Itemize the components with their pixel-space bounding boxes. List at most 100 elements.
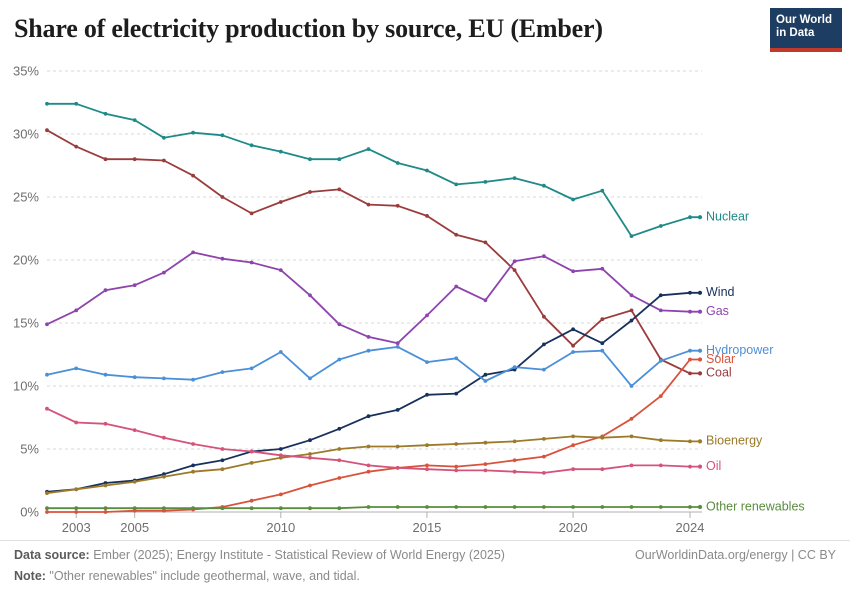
- data-point-wind[interactable]: [278, 447, 283, 451]
- data-point-wind[interactable]: [483, 372, 488, 377]
- data-point-nuclear[interactable]: [600, 188, 605, 193]
- data-point-hydropower[interactable]: [629, 384, 634, 388]
- data-point-wind[interactable]: [220, 458, 225, 463]
- data-point-hydropower[interactable]: [308, 376, 312, 381]
- data-point-gas[interactable]: [337, 322, 342, 327]
- data-point-coal[interactable]: [74, 144, 79, 149]
- data-point-gas[interactable]: [249, 260, 254, 265]
- data-point-bioenergy[interactable]: [249, 461, 254, 465]
- data-point-oil[interactable]: [512, 469, 517, 474]
- data-point-wind[interactable]: [658, 293, 663, 298]
- data-point-other-renewables[interactable]: [308, 506, 312, 511]
- data-point-bioenergy[interactable]: [395, 444, 400, 449]
- data-point-bioenergy[interactable]: [512, 439, 517, 444]
- data-point-nuclear[interactable]: [132, 118, 137, 122]
- data-point-oil[interactable]: [395, 466, 400, 470]
- data-point-oil[interactable]: [308, 455, 312, 460]
- data-point-hydropower[interactable]: [162, 376, 166, 381]
- data-point-oil[interactable]: [658, 463, 663, 468]
- series-label-nuclear[interactable]: Nuclear: [706, 209, 749, 223]
- data-point-gas[interactable]: [629, 293, 634, 298]
- data-point-hydropower[interactable]: [103, 372, 108, 377]
- data-point-gas[interactable]: [366, 335, 371, 339]
- data-point-nuclear[interactable]: [454, 182, 459, 187]
- data-point-bioenergy[interactable]: [74, 487, 79, 492]
- data-point-other-renewables[interactable]: [278, 506, 283, 511]
- data-point-solar[interactable]: [45, 510, 49, 514]
- data-point-wind[interactable]: [308, 438, 312, 443]
- data-point-solar[interactable]: [454, 464, 459, 469]
- data-point-other-renewables[interactable]: [629, 505, 634, 509]
- data-point-other-renewables[interactable]: [249, 506, 254, 511]
- data-point-coal[interactable]: [249, 211, 254, 216]
- data-point-nuclear[interactable]: [542, 183, 546, 188]
- data-point-nuclear[interactable]: [191, 130, 196, 135]
- data-point-hydropower[interactable]: [337, 357, 342, 362]
- series-label-bioenergy[interactable]: Bioenergy: [706, 434, 763, 448]
- data-point-wind[interactable]: [542, 342, 546, 347]
- data-point-other-renewables[interactable]: [103, 506, 108, 511]
- data-point-bioenergy[interactable]: [132, 479, 137, 484]
- series-line-gas[interactable]: [46, 251, 691, 345]
- data-point-solar[interactable]: [278, 492, 283, 497]
- data-point-solar[interactable]: [337, 476, 342, 480]
- data-point-solar[interactable]: [366, 469, 371, 474]
- data-point-other-renewables[interactable]: [337, 506, 342, 511]
- series-label-hydropower[interactable]: Hydropower: [706, 343, 773, 357]
- attribution-link[interactable]: OurWorldinData.org/energy | CC BY: [634, 548, 836, 562]
- series-line-oil[interactable]: [46, 407, 691, 474]
- data-point-oil[interactable]: [337, 458, 342, 463]
- series-label-wind[interactable]: Wind: [706, 285, 735, 299]
- data-point-nuclear[interactable]: [45, 101, 49, 106]
- data-point-gas[interactable]: [74, 308, 79, 313]
- data-point-oil[interactable]: [162, 435, 166, 440]
- data-point-nuclear[interactable]: [658, 224, 663, 228]
- data-point-bioenergy[interactable]: [600, 435, 605, 440]
- data-point-gas[interactable]: [278, 268, 283, 272]
- data-point-wind[interactable]: [571, 327, 575, 332]
- data-point-bioenergy[interactable]: [542, 437, 546, 441]
- data-point-nuclear[interactable]: [395, 161, 400, 165]
- data-point-nuclear[interactable]: [220, 133, 225, 138]
- data-point-wind[interactable]: [191, 463, 196, 468]
- data-point-bioenergy[interactable]: [191, 469, 196, 474]
- data-point-bioenergy[interactable]: [162, 474, 166, 479]
- data-point-solar[interactable]: [571, 443, 575, 448]
- data-point-oil[interactable]: [629, 463, 634, 468]
- data-point-wind[interactable]: [629, 318, 634, 323]
- series-label-gas[interactable]: Gas: [706, 304, 729, 318]
- data-point-hydropower[interactable]: [220, 370, 225, 374]
- data-point-hydropower[interactable]: [132, 375, 137, 380]
- data-point-oil[interactable]: [278, 453, 283, 458]
- data-point-bioenergy[interactable]: [454, 442, 459, 446]
- data-point-wind[interactable]: [337, 426, 342, 431]
- data-point-hydropower[interactable]: [658, 358, 663, 363]
- data-point-wind[interactable]: [454, 391, 459, 396]
- data-point-gas[interactable]: [658, 308, 663, 313]
- data-point-coal[interactable]: [191, 173, 196, 178]
- data-point-coal[interactable]: [629, 308, 634, 313]
- data-point-gas[interactable]: [571, 269, 575, 274]
- data-point-gas[interactable]: [542, 254, 546, 259]
- data-point-solar[interactable]: [658, 394, 663, 398]
- data-point-gas[interactable]: [512, 259, 517, 264]
- series-label-other-renewables[interactable]: Other renewables: [706, 499, 805, 513]
- data-point-bioenergy[interactable]: [337, 447, 342, 451]
- data-point-coal[interactable]: [483, 240, 488, 245]
- data-point-coal[interactable]: [337, 187, 342, 192]
- data-point-oil[interactable]: [191, 442, 196, 446]
- data-point-gas[interactable]: [483, 298, 488, 303]
- data-point-other-renewables[interactable]: [162, 506, 166, 511]
- data-point-solar[interactable]: [425, 463, 429, 468]
- data-point-gas[interactable]: [454, 284, 459, 289]
- data-point-other-renewables[interactable]: [454, 505, 459, 509]
- data-point-nuclear[interactable]: [308, 157, 312, 162]
- data-point-other-renewables[interactable]: [600, 505, 605, 509]
- data-point-nuclear[interactable]: [483, 180, 488, 184]
- data-point-coal[interactable]: [278, 200, 283, 204]
- data-point-solar[interactable]: [249, 498, 254, 503]
- data-point-nuclear[interactable]: [629, 234, 634, 239]
- data-point-other-renewables[interactable]: [366, 505, 371, 509]
- owid-logo[interactable]: Our World in Data: [770, 8, 842, 52]
